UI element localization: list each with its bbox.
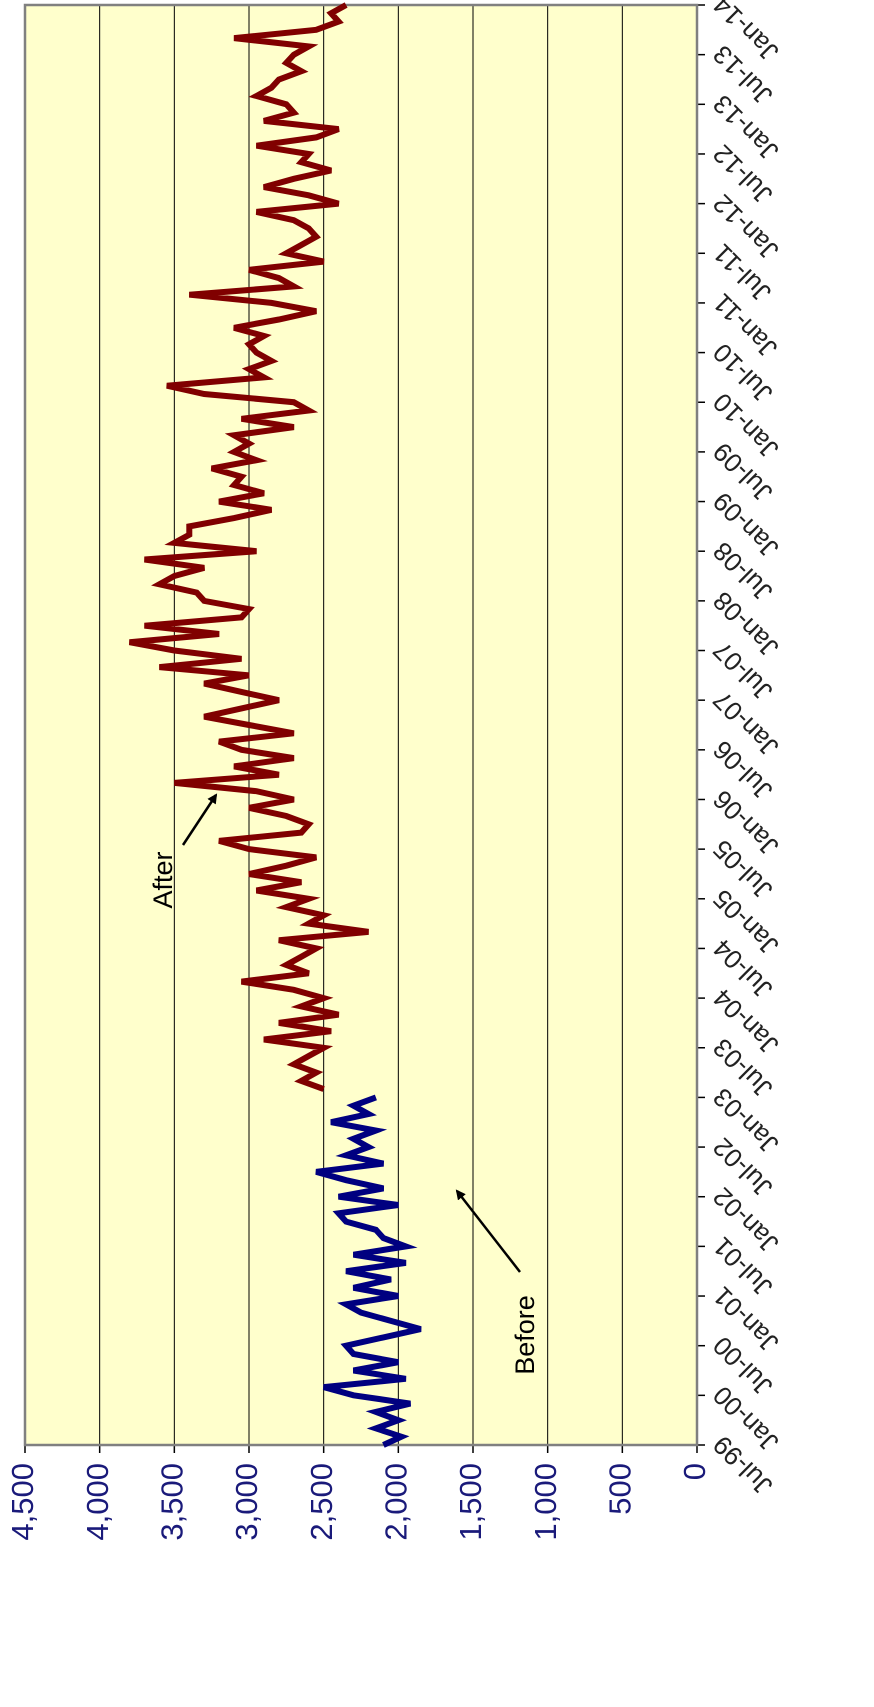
plot-border [23,3,699,1447]
y-tick-label: 4,000 [80,1463,115,1541]
y-tick-label: 0 [677,1463,712,1480]
y-tick-label: 1,500 [453,1463,488,1541]
y-tick-label: 3,000 [229,1463,264,1541]
y-tick-label: 4,500 [5,1463,40,1541]
annotation: After [148,851,178,908]
y-tick-label: 2,500 [304,1463,339,1541]
annotation-arrow [455,1189,521,1273]
annotation-arrow [181,793,218,846]
series-line [128,2,369,1092]
y-tick-label: 500 [603,1463,638,1515]
annotation: Before [510,1295,540,1375]
series-line [315,1094,422,1448]
chart-frame: 0 500 1,000 1,500 2,000 2,500 3,000 3,500 4,000 4… [5,0,784,1541]
y-tick-label: 3,500 [155,1463,190,1541]
y-tick-label: 2,000 [379,1463,414,1541]
y-tick-label: 1,000 [528,1463,563,1541]
plot-area [25,5,697,1445]
